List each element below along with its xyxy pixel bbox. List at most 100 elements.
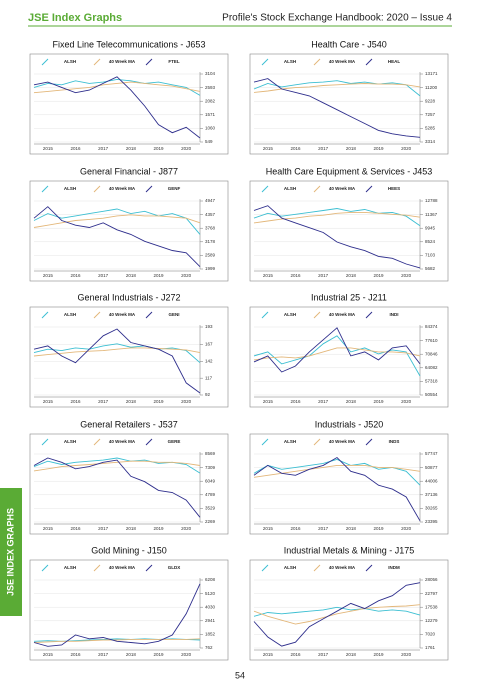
legend-swatch [261,438,269,446]
chart-frame [249,433,449,535]
y-tick-label: 70846 [425,351,438,356]
legend-label: ALSH [64,565,76,570]
series-line [253,78,421,138]
side-tab-label: JSE INDEX GRAPHS [5,508,15,596]
y-tick-label: 9228 [425,98,436,103]
legend-swatch [41,58,49,66]
legend-label: FTEL [168,59,179,64]
y-tick-label: 1060 [205,126,216,131]
series-line [33,208,201,235]
series-line [33,206,201,268]
chart-frame [29,306,229,408]
legend-swatch [145,438,153,446]
y-tick-label: 77610 [425,338,438,343]
legend-label: GENF [168,186,181,191]
legend-label: ALSH [284,565,296,570]
series-line [33,81,201,94]
legend-swatch [145,58,153,66]
legend-label: INDI [390,312,399,317]
x-tick-label: 2017 [98,273,109,278]
y-tick-label: 142 [205,359,213,364]
x-tick-label: 2020 [401,652,412,657]
y-tick-label: 5120 [205,591,216,596]
y-tick-label: 1999 [205,266,216,271]
y-tick-label: 3768 [205,225,216,230]
legend-label: ALSH [284,59,296,64]
x-tick-label: 2015 [263,273,274,278]
chart-title: Gold Mining - J150 [91,545,167,555]
x-tick-label: 2015 [43,526,54,531]
y-tick-label: 7020 [425,632,436,637]
legend-swatch [261,185,269,193]
series-line [253,582,421,647]
legend-label: GERE [168,439,181,444]
x-tick-label: 2020 [181,146,192,151]
x-tick-label: 2018 [126,652,137,657]
legend-label: 40 Week MA [109,186,136,191]
x-tick-label: 2016 [70,146,81,151]
chart-frame [249,53,449,155]
legend-label: ALSH [284,439,296,444]
x-tick-label: 2018 [126,399,137,404]
y-tick-label: 64082 [425,365,438,370]
chart-title: General Financial - J877 [80,166,178,176]
chart-frame [249,559,449,661]
y-tick-label: 30265 [425,506,438,511]
y-tick-label: 117 [205,375,213,380]
chart-frame [29,559,229,661]
x-tick-label: 2017 [318,273,329,278]
x-tick-label: 2016 [290,652,301,657]
x-tick-label: 2015 [263,146,274,151]
legend-swatch [313,311,321,319]
legend-swatch [365,185,373,193]
chart-frame [29,53,229,155]
series-line [33,343,201,364]
x-tick-label: 2019 [153,526,164,531]
x-tick-label: 2016 [70,273,81,278]
chart-title: Health Care Equipment & Services - J453 [266,166,433,176]
chart-title: General Retailers - J537 [80,419,178,429]
y-tick-label: 2593 [205,85,216,90]
y-tick-label: 13171 [425,71,438,76]
legend-swatch [145,311,153,319]
x-tick-label: 2019 [153,146,164,151]
x-tick-label: 2017 [98,146,109,151]
y-tick-label: 5285 [425,126,436,131]
legend-label: HEES [388,186,400,191]
x-tick-label: 2017 [98,399,109,404]
x-tick-label: 2018 [126,146,137,151]
series-line [33,460,201,472]
legend-swatch [261,311,269,319]
x-tick-label: 2018 [346,399,357,404]
y-tick-label: 6049 [205,478,216,483]
series-line [33,78,201,96]
y-tick-label: 11367 [425,212,438,217]
series-line [253,80,421,97]
y-tick-label: 5682 [425,266,436,271]
x-tick-label: 2020 [401,273,412,278]
x-tick-label: 2019 [153,399,164,404]
x-tick-label: 2019 [373,146,384,151]
y-tick-label: 50554 [425,392,438,397]
x-tick-label: 2017 [318,146,329,151]
series-line [33,214,201,228]
y-tick-label: 12788 [425,198,438,203]
y-tick-label: 3104 [205,71,216,76]
series-line [253,606,421,617]
y-tick-label: 44006 [425,478,438,483]
chart-title: Industrial Metals & Mining - J175 [284,545,415,555]
x-tick-label: 2020 [181,652,192,657]
y-tick-label: 7103 [425,253,436,258]
legend-label: ALSH [284,186,296,191]
legend-swatch [261,58,269,66]
x-tick-label: 2016 [70,399,81,404]
x-tick-label: 2016 [290,146,301,151]
legend-label: INDM [388,565,400,570]
x-tick-label: 2016 [290,273,301,278]
y-tick-label: 4357 [205,212,216,217]
x-tick-label: 2017 [98,526,109,531]
chart-frame [29,433,229,535]
legend-label: 40 Week MA [329,439,356,444]
legend-label: GLDX [168,565,181,570]
y-tick-label: 37136 [425,492,438,497]
